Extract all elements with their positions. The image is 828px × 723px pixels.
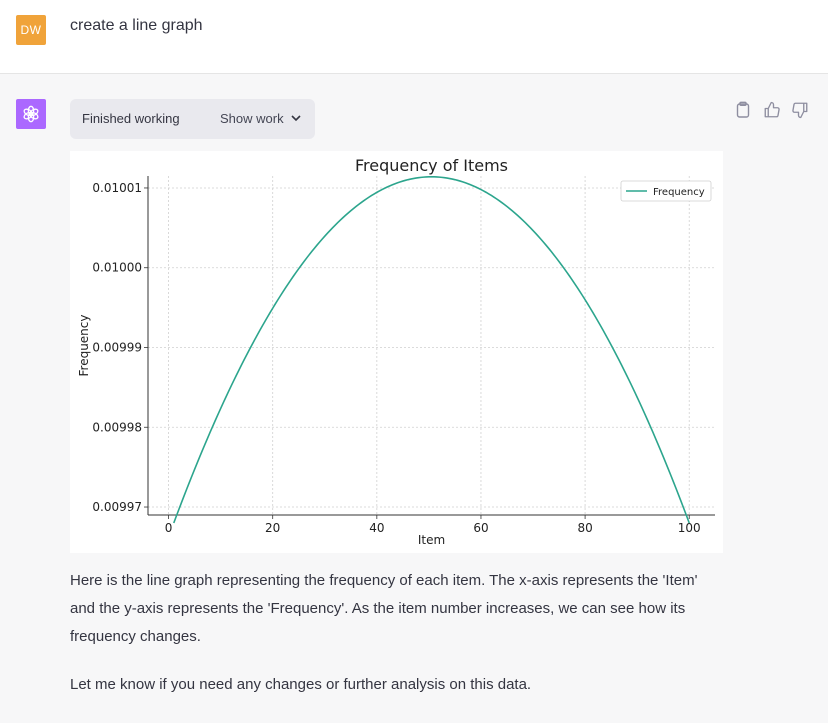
openai-logo-icon bbox=[16, 99, 46, 129]
show-work-button[interactable]: Show work bbox=[220, 111, 284, 126]
assistant-message-row: Finished working Show work 0 20 40 60 80 100 0… bbox=[0, 75, 828, 723]
y-tick-label: 0.00997 bbox=[92, 500, 142, 514]
x-axis-label: Item bbox=[418, 533, 445, 547]
chevron-down-icon[interactable] bbox=[290, 112, 302, 127]
legend-label: Frequency bbox=[653, 187, 705, 198]
y-tick-label: 0.00999 bbox=[92, 340, 142, 354]
chart-title: Frequency of Items bbox=[355, 156, 508, 175]
user-message-row: DW create a line graph bbox=[0, 0, 828, 74]
x-tick-label: 60 bbox=[473, 521, 488, 535]
y-axis-label: Frequency bbox=[77, 315, 91, 377]
y-tick-label: 0.01000 bbox=[92, 261, 142, 275]
y-tick-label: 0.00998 bbox=[92, 420, 142, 434]
x-tick-label: 40 bbox=[369, 521, 384, 535]
x-tick-label: 0 bbox=[165, 521, 173, 535]
x-tick-label: 100 bbox=[678, 521, 701, 535]
user-avatar: DW bbox=[16, 15, 46, 45]
assistant-reply-paragraph: Here is the line graph representing the … bbox=[70, 572, 698, 645]
tool-status-pill: Finished working Show work bbox=[70, 99, 315, 139]
x-tick-label: 80 bbox=[577, 521, 592, 535]
clipboard-icon[interactable] bbox=[735, 101, 753, 119]
message-actions bbox=[735, 101, 809, 119]
tool-status-text: Finished working bbox=[82, 111, 180, 126]
legend-box bbox=[620, 180, 712, 202]
frequency-series-line bbox=[173, 175, 690, 524]
y-tick-label: 0.01001 bbox=[92, 181, 142, 195]
thumbs-down-icon[interactable] bbox=[791, 101, 809, 119]
user-message-text: create a line graph bbox=[70, 17, 203, 34]
chart-svg: 0 20 40 60 80 100 0.00997 0.00998 0.00999 0.01000… bbox=[77, 156, 715, 547]
assistant-reply-paragraph: Let me know if you need any changes or f… bbox=[70, 676, 532, 693]
line-chart: 0 20 40 60 80 100 0.00997 0.00998 0.00999 0.01000… bbox=[70, 151, 723, 553]
thumbs-up-icon[interactable] bbox=[763, 101, 781, 119]
x-tick-label: 20 bbox=[265, 521, 280, 535]
